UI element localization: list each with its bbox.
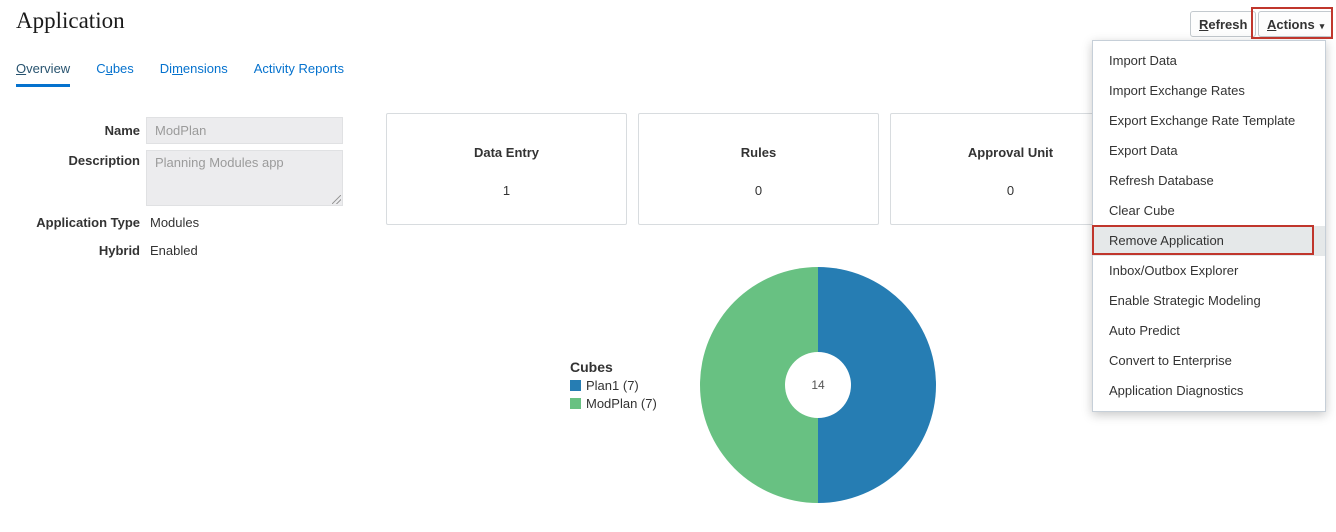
- card-rules-value: 0: [754, 183, 763, 198]
- caret-down-icon: ▾: [1319, 20, 1325, 31]
- menu-item-convert-to-enterprise[interactable]: Convert to Enterprise: [1109, 353, 1232, 368]
- card-approval-unit-title: Approval Unit: [967, 145, 1054, 160]
- legend-swatch-modplan-icon: [570, 398, 581, 409]
- hybrid-label: Hybrid: [98, 243, 140, 258]
- tab-overview-key: O: [16, 61, 27, 76]
- hybrid-value: Enabled: [150, 243, 198, 258]
- menu-item-application-diagnostics[interactable]: Application Diagnostics: [1109, 383, 1244, 398]
- menu-item-enable-strategic-modeling[interactable]: Enable Strategic Modeling: [1109, 293, 1261, 308]
- legend-item-modplan: ModPlan (7): [570, 396, 657, 411]
- card-rules-title: Rules: [740, 145, 777, 160]
- tab-dimensions-key: m: [172, 61, 183, 76]
- name-input[interactable]: [146, 117, 343, 144]
- name-label: Name: [104, 123, 140, 138]
- menu-item-import-exchange-rates[interactable]: Import Exchange Rates: [1109, 83, 1245, 98]
- page-title: Application: [16, 8, 125, 33]
- card-data-entry: Data Entry 1: [386, 113, 627, 225]
- actions-button-label: ctions: [1276, 16, 1315, 32]
- menu-item-refresh-database[interactable]: Refresh Database: [1109, 173, 1214, 188]
- menu-item-export-exchange-rate-template[interactable]: Export Exchange Rate Template: [1109, 113, 1296, 128]
- card-rules: Rules 0: [638, 113, 879, 225]
- card-approval-unit: Approval Unit 0: [890, 113, 1131, 225]
- tab-cubes[interactable]: Cubes: [96, 61, 134, 87]
- tab-dimensions-pre: Di: [159, 61, 173, 76]
- actions-button-key: A: [1267, 16, 1277, 32]
- legend-label-modplan: ModPlan (7): [586, 396, 657, 411]
- tab-cubes-label: bes: [112, 61, 134, 76]
- refresh-button[interactable]: Refresh: [1190, 11, 1257, 37]
- chart-legend: Cubes Plan1 (7) ModPlan (7): [570, 359, 657, 411]
- actions-button[interactable]: Actions ▾: [1258, 11, 1334, 37]
- application-type-label: Application Type: [36, 215, 140, 230]
- menu-item-remove-application[interactable]: Remove Application: [1093, 226, 1325, 256]
- legend-swatch-plan1-icon: [570, 380, 581, 391]
- card-data-entry-title: Data Entry: [473, 145, 540, 160]
- actions-menu: Import Data Import Exchange Rates Export…: [1092, 40, 1326, 412]
- legend-item-plan1: Plan1 (7): [570, 378, 657, 393]
- legend-label-plan1: Plan1 (7): [586, 378, 639, 393]
- resize-handle-icon[interactable]: [332, 195, 341, 204]
- donut-chart: 14: [700, 267, 936, 503]
- tab-activity-reports-label: Activity Reports: [253, 61, 345, 76]
- tab-cubes-key: u: [105, 61, 113, 76]
- chart-legend-title: Cubes: [570, 359, 613, 375]
- tab-overview[interactable]: Overview: [16, 61, 71, 87]
- tab-dimensions-label: ensions: [182, 61, 228, 76]
- donut-center-label: 14: [785, 352, 851, 418]
- menu-item-inbox-outbox-explorer[interactable]: Inbox/Outbox Explorer: [1109, 263, 1239, 278]
- tab-activity-reports[interactable]: Activity Reports: [254, 61, 344, 87]
- menu-item-export-data[interactable]: Export Data: [1109, 143, 1178, 158]
- card-data-entry-value: 1: [502, 183, 511, 198]
- application-type-value: Modules: [150, 215, 200, 230]
- card-approval-unit-value: 0: [1006, 183, 1015, 198]
- tab-dimensions[interactable]: Dimensions: [160, 61, 228, 87]
- description-label: Description: [68, 153, 140, 168]
- refresh-button-label: efresh: [1208, 16, 1248, 32]
- tab-bar: Overview Cubes Dimensions Activity Repor…: [16, 61, 344, 87]
- menu-item-import-data[interactable]: Import Data: [1109, 53, 1177, 68]
- refresh-button-key: R: [1199, 16, 1209, 32]
- tab-overview-label: verview: [26, 61, 71, 76]
- menu-item-auto-predict[interactable]: Auto Predict: [1109, 323, 1180, 338]
- description-textarea[interactable]: Planning Modules app: [146, 150, 343, 206]
- menu-item-clear-cube[interactable]: Clear Cube: [1109, 203, 1175, 218]
- tab-cubes-pre: C: [96, 61, 106, 76]
